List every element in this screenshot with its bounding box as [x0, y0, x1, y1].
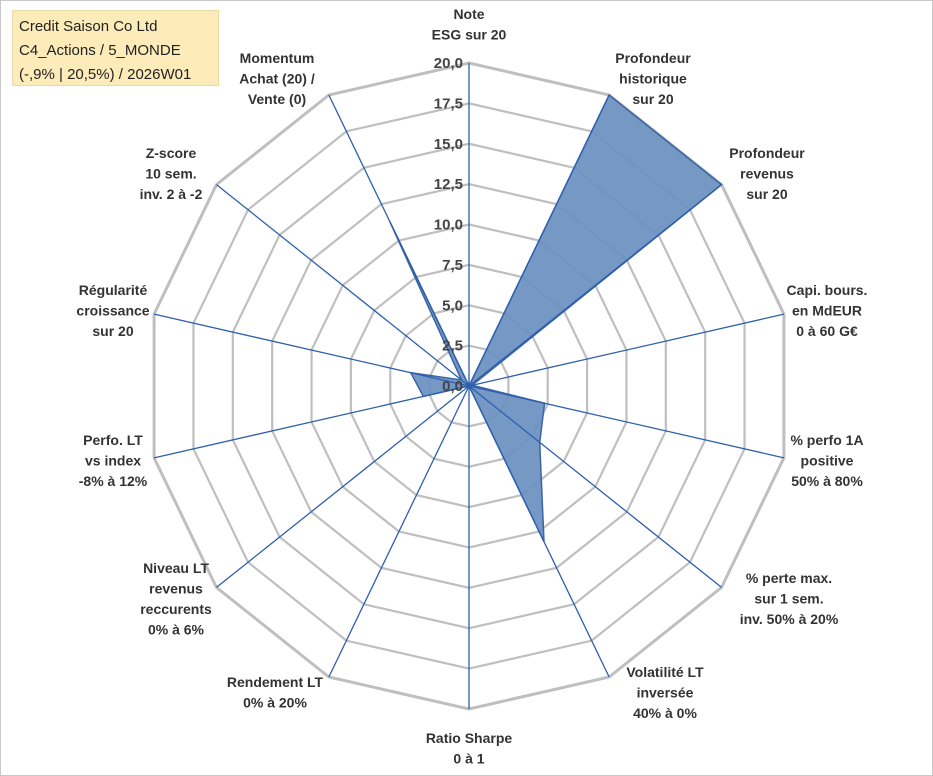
axis-label-line: Momentum: [240, 50, 315, 66]
axis-label-line: Ratio Sharpe: [426, 730, 513, 746]
axis-label-line: 0% à 20%: [243, 695, 307, 711]
chart-title-box: Credit Saison Co Ltd C4_Actions / 5_MOND…: [12, 10, 219, 86]
axis-label-line: en MdEUR: [792, 303, 862, 319]
portfolio-name: C4_Actions / 5_MONDE: [19, 42, 181, 59]
axis-label: Z-score 10 sem. inv. 2 à -2: [140, 145, 203, 202]
axis-labels: Note ESG sur 20 Profondeur historique sur 20…: [76, 6, 867, 767]
axis-spoke: [468, 385, 610, 678]
axis-label-line: inv. 50% à 20%: [740, 611, 839, 627]
axis-label: % perfo 1A positive 50% à 80%: [790, 432, 863, 489]
axis-label-line: inv. 2 à -2: [140, 186, 203, 202]
tick-label: 12,5: [434, 176, 463, 193]
axis-label: Capi. bours. en MdEUR 0 à 60 G€: [787, 282, 868, 339]
axis-spoke: [468, 94, 610, 387]
axis-label: Niveau LT revenus reccurents 0% à 6%: [140, 560, 212, 638]
axis-label-line: Vente (0): [248, 91, 306, 107]
performance-week: (-,9% | 20,5%) / 2026W01: [19, 66, 192, 83]
tick-label: 10,0: [434, 217, 463, 234]
axis-label: Volatilité LT inversée 40% à 0%: [626, 664, 704, 721]
axis-label-line: inversée: [637, 685, 694, 701]
company-name: Credit Saison Co Ltd: [19, 18, 158, 35]
axis-label-line: Volatilité LT: [626, 664, 704, 680]
axis-spoke: [328, 385, 470, 678]
radial-tick-labels: 0,0 2,5 5,0 7,5 10,0 12,5 15,0 17,5 20,0: [434, 55, 463, 395]
tick-label: 2,5: [442, 338, 463, 355]
axis-label-line: positive: [801, 453, 854, 469]
axis-spoke: [468, 385, 785, 459]
axis-label-line: Niveau LT: [143, 560, 209, 576]
axis-label-line: ESG sur 20: [432, 27, 507, 43]
axis-label-line: 50% à 80%: [791, 473, 863, 489]
axis-spoke: [216, 385, 470, 588]
tick-label: 5,0: [442, 297, 463, 314]
tick-label: 7,5: [442, 257, 463, 274]
axis-label-line: croissance: [76, 303, 149, 319]
axis-label: Ratio Sharpe 0 à 1: [426, 730, 513, 767]
axis-spoke: [153, 313, 470, 387]
axis-spoke: [328, 94, 470, 387]
axis-label-line: historique: [619, 71, 687, 87]
axis-label-line: Rendement LT: [227, 674, 324, 690]
axis-label-line: reccurents: [140, 601, 212, 617]
axis-spoke: [468, 313, 785, 387]
axis-label-line: 0 à 60 G€: [796, 323, 858, 339]
axis-label-line: % perfo 1A: [790, 432, 863, 448]
axis-label-line: vs index: [85, 453, 141, 469]
axis-label: % perte max. sur 1 sem. inv. 50% à 20%: [740, 570, 839, 627]
axis-label-line: revenus: [740, 166, 794, 182]
axis-spoke: [468, 385, 722, 588]
axis-label-line: 10 sem.: [145, 166, 196, 182]
axis-label-line: sur 20: [746, 186, 787, 202]
axis-spoke: [153, 385, 470, 459]
axis-spoke: [468, 184, 722, 387]
axis-label-line: Perfo. LT: [83, 432, 143, 448]
axis-label-line: revenus: [149, 581, 203, 597]
axis-label-line: Z-score: [146, 145, 197, 161]
axis-label-line: sur 20: [632, 91, 673, 107]
axis-label: Note ESG sur 20: [432, 6, 507, 43]
axis-label: Rendement LT 0% à 20%: [227, 674, 324, 711]
axis-label-line: sur 20: [92, 323, 133, 339]
axis-label-line: Achat (20) /: [239, 71, 315, 87]
axis-label: Perfo. LT vs index -8% à 12%: [79, 432, 148, 489]
axis-spoke: [216, 184, 470, 387]
axis-label: Régularité croissance sur 20: [76, 282, 149, 339]
axis-label-line: Profondeur: [615, 50, 691, 66]
axis-label: Momentum Achat (20) / Vente (0): [239, 50, 315, 107]
series-area: [389, 93, 723, 543]
data-series: [389, 93, 723, 543]
axis-label: Profondeur historique sur 20: [615, 50, 691, 107]
axis-label-line: Capi. bours.: [787, 282, 868, 298]
axis-label-line: Profondeur: [729, 145, 805, 161]
tick-label: 15,0: [434, 136, 463, 153]
axis-label-line: 0 à 1: [453, 751, 484, 767]
axis-label-line: Note: [453, 6, 484, 22]
axis-label-line: % perte max.: [746, 570, 832, 586]
axis-label-line: 0% à 6%: [148, 622, 205, 638]
axis-spokes: [153, 63, 785, 709]
axis-label-line: sur 1 sem.: [754, 591, 823, 607]
tick-label: 17,5: [434, 95, 463, 112]
tick-label: 0,0: [442, 378, 463, 395]
tick-label: 20,0: [434, 55, 463, 72]
axis-label-line: 40% à 0%: [633, 705, 697, 721]
axis-label-line: -8% à 12%: [79, 473, 148, 489]
axis-label-line: Régularité: [79, 282, 148, 298]
axis-label: Profondeur revenus sur 20: [729, 145, 805, 202]
